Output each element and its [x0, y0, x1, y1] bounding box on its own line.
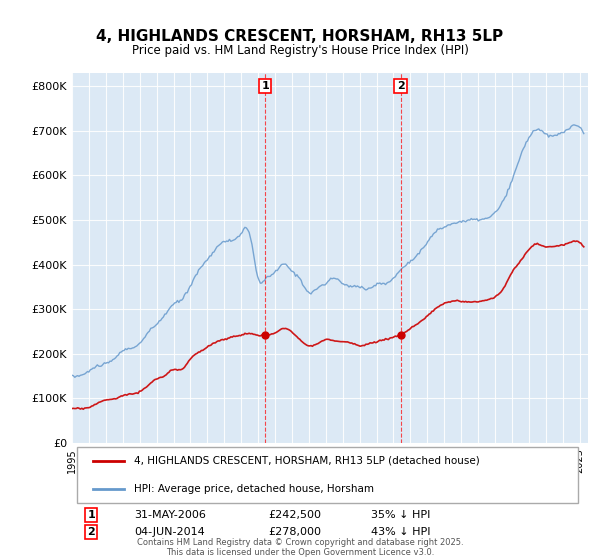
Text: 4, HIGHLANDS CRESCENT, HORSHAM, RH13 5LP (detached house): 4, HIGHLANDS CRESCENT, HORSHAM, RH13 5LP…	[134, 456, 479, 466]
Text: Price paid vs. HM Land Registry's House Price Index (HPI): Price paid vs. HM Land Registry's House …	[131, 44, 469, 57]
Text: 2: 2	[88, 527, 95, 537]
Text: HPI: Average price, detached house, Horsham: HPI: Average price, detached house, Hors…	[134, 484, 374, 494]
Text: 31-MAY-2006: 31-MAY-2006	[134, 510, 206, 520]
Text: £242,500: £242,500	[268, 510, 321, 520]
Text: 1: 1	[262, 81, 269, 91]
Text: 4, HIGHLANDS CRESCENT, HORSHAM, RH13 5LP: 4, HIGHLANDS CRESCENT, HORSHAM, RH13 5LP	[97, 29, 503, 44]
FancyBboxPatch shape	[77, 447, 578, 503]
Text: £278,000: £278,000	[268, 527, 321, 537]
Text: 43% ↓ HPI: 43% ↓ HPI	[371, 527, 431, 537]
Text: Contains HM Land Registry data © Crown copyright and database right 2025.
This d: Contains HM Land Registry data © Crown c…	[137, 538, 463, 557]
Text: 2: 2	[397, 81, 404, 91]
Text: 04-JUN-2014: 04-JUN-2014	[134, 527, 205, 537]
Text: 1: 1	[88, 510, 95, 520]
Text: 35% ↓ HPI: 35% ↓ HPI	[371, 510, 431, 520]
